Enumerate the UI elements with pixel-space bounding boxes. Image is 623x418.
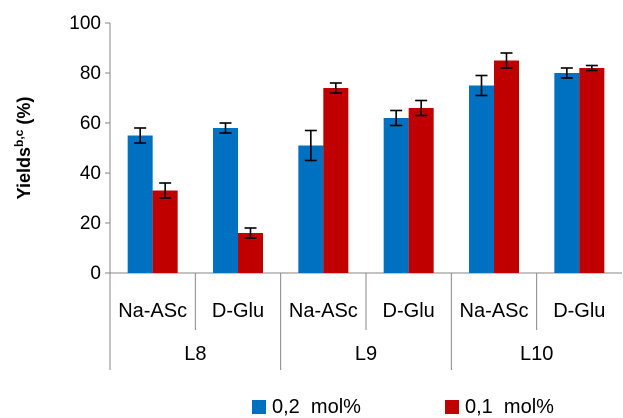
x-category-label: D-Glu bbox=[553, 300, 605, 322]
y-tick-label: 100 bbox=[69, 13, 101, 34]
x-category-labels: Na-ASc D-Glu Na-ASc D-Glu Na-ASc D-Glu bbox=[118, 300, 605, 322]
error-bars bbox=[134, 52, 598, 239]
axes bbox=[109, 23, 622, 370]
legend-label: 0,1 mol% bbox=[465, 396, 554, 418]
x-category-label: Na-ASc bbox=[118, 300, 187, 322]
y-tick-label: 20 bbox=[80, 213, 101, 234]
y-tick-label: 60 bbox=[80, 113, 101, 134]
bar-series2 bbox=[408, 108, 434, 273]
bar-series1 bbox=[127, 135, 153, 273]
x-category-label: Na-ASc bbox=[289, 300, 358, 322]
legend-label: 0,2 mol% bbox=[272, 396, 361, 418]
legend-swatch bbox=[445, 400, 459, 414]
x-category-label: Na-ASc bbox=[460, 300, 529, 322]
y-axis-label: Yieldsb,c (%) bbox=[12, 97, 34, 200]
x-group-label: L10 bbox=[520, 343, 553, 365]
bar-series1 bbox=[213, 128, 238, 273]
x-group-label: L9 bbox=[355, 343, 377, 365]
y-tick-label: 0 bbox=[90, 263, 101, 284]
bar-series1 bbox=[469, 85, 494, 273]
bars bbox=[127, 60, 605, 273]
bar-series1 bbox=[383, 118, 409, 273]
bar-series2 bbox=[152, 190, 178, 273]
bar-series1 bbox=[554, 73, 580, 273]
y-tick-label: 40 bbox=[80, 163, 101, 184]
bar-series2 bbox=[238, 233, 263, 273]
bar-series2 bbox=[323, 88, 349, 273]
x-group-labels: L8 L9 L10 bbox=[184, 343, 553, 365]
bar-series2 bbox=[579, 68, 605, 273]
y-tick-label: 80 bbox=[80, 63, 101, 84]
x-category-label: D-Glu bbox=[383, 300, 435, 322]
x-category-label: D-Glu bbox=[212, 300, 264, 322]
x-group-label: L8 bbox=[184, 343, 206, 365]
y-ticks: 0 20 40 60 80 100 bbox=[69, 13, 110, 284]
bar-series2 bbox=[494, 60, 519, 273]
bar-series1 bbox=[298, 145, 324, 273]
legend: 0,2 mol% 0,1 mol% bbox=[252, 396, 554, 418]
legend-swatch bbox=[252, 400, 266, 414]
